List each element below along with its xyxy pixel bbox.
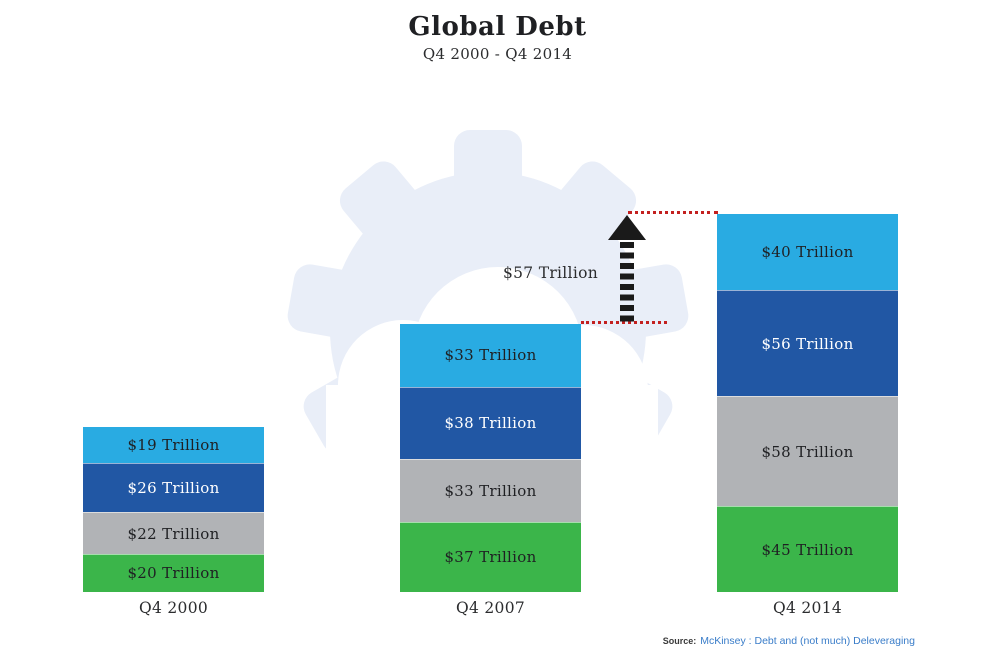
axis-label-q4-2000: Q4 2000 bbox=[138, 599, 209, 617]
segment-value-label: $19 Trillion bbox=[127, 435, 220, 454]
bar-q4-2007: $33 Trillion $38 Trillion $33 Trillion $37 … bbox=[400, 324, 581, 592]
segment-tier-2-dark-blue-q4-2007: $38 Trillion bbox=[400, 386, 581, 459]
segment-value-label: $58 Trillion bbox=[761, 442, 854, 461]
increase-annotation-label: $57 Trillion bbox=[502, 264, 598, 282]
axis-label-q4-2007: Q4 2007 bbox=[455, 599, 526, 617]
increase-arrow bbox=[605, 215, 649, 331]
segment-tier-2-dark-blue-q4-2014: $56 Trillion bbox=[717, 289, 898, 397]
segment-value-label: $45 Trillion bbox=[761, 540, 854, 559]
segment-value-label: $33 Trillion bbox=[444, 481, 537, 500]
segment-tier-3-gray-q4-2000: $22 Trillion bbox=[83, 512, 264, 554]
chart-header: Global Debt Q4 2000 - Q4 2014 bbox=[0, 12, 995, 63]
segment-tier-4-green-q4-2007: $37 Trillion bbox=[400, 521, 581, 592]
segment-value-label: $38 Trillion bbox=[444, 414, 537, 433]
red-dotted-line-upper bbox=[628, 211, 718, 214]
segment-value-label: $20 Trillion bbox=[127, 564, 220, 583]
segment-tier-4-green-q4-2014: $45 Trillion bbox=[717, 506, 898, 592]
segment-value-label: $33 Trillion bbox=[444, 346, 537, 365]
axis-label-q4-2014: Q4 2014 bbox=[772, 599, 843, 617]
segment-value-label: $22 Trillion bbox=[127, 524, 220, 543]
segment-value-label: $56 Trillion bbox=[761, 334, 854, 353]
red-dotted-line-lower bbox=[581, 321, 667, 324]
segment-value-label: $37 Trillion bbox=[444, 548, 537, 567]
segment-tier-1-light-blue-q4-2014: $40 Trillion bbox=[717, 213, 898, 290]
dashed-up-arrow-icon bbox=[608, 215, 646, 325]
source-prefix-label: Source: bbox=[662, 636, 697, 646]
segment-value-label: $40 Trillion bbox=[761, 242, 854, 261]
segment-tier-1-light-blue-q4-2000: $19 Trillion bbox=[83, 426, 264, 463]
bar-q4-2014: $40 Trillion $56 Trillion $58 Trillion $45 … bbox=[717, 213, 898, 592]
segment-tier-1-light-blue-q4-2007: $33 Trillion bbox=[400, 324, 581, 387]
source-citation: Source: McKinsey : Debt and (not much) De… bbox=[663, 631, 915, 649]
segment-tier-4-green-q4-2000: $20 Trillion bbox=[83, 553, 264, 592]
segment-tier-2-dark-blue-q4-2000: $26 Trillion bbox=[83, 462, 264, 513]
segment-tier-3-gray-q4-2014: $58 Trillion bbox=[717, 396, 898, 507]
segment-value-label: $26 Trillion bbox=[127, 478, 220, 497]
chart-subtitle: Q4 2000 - Q4 2014 bbox=[422, 45, 573, 63]
chart-title: Global Debt bbox=[408, 12, 587, 42]
segment-tier-3-gray-q4-2007: $33 Trillion bbox=[400, 458, 581, 522]
source-link[interactable]: McKinsey : Debt and (not much) Deleverag… bbox=[700, 635, 915, 647]
bar-q4-2000: $19 Trillion $26 Trillion $22 Trillion $20 … bbox=[83, 426, 264, 592]
